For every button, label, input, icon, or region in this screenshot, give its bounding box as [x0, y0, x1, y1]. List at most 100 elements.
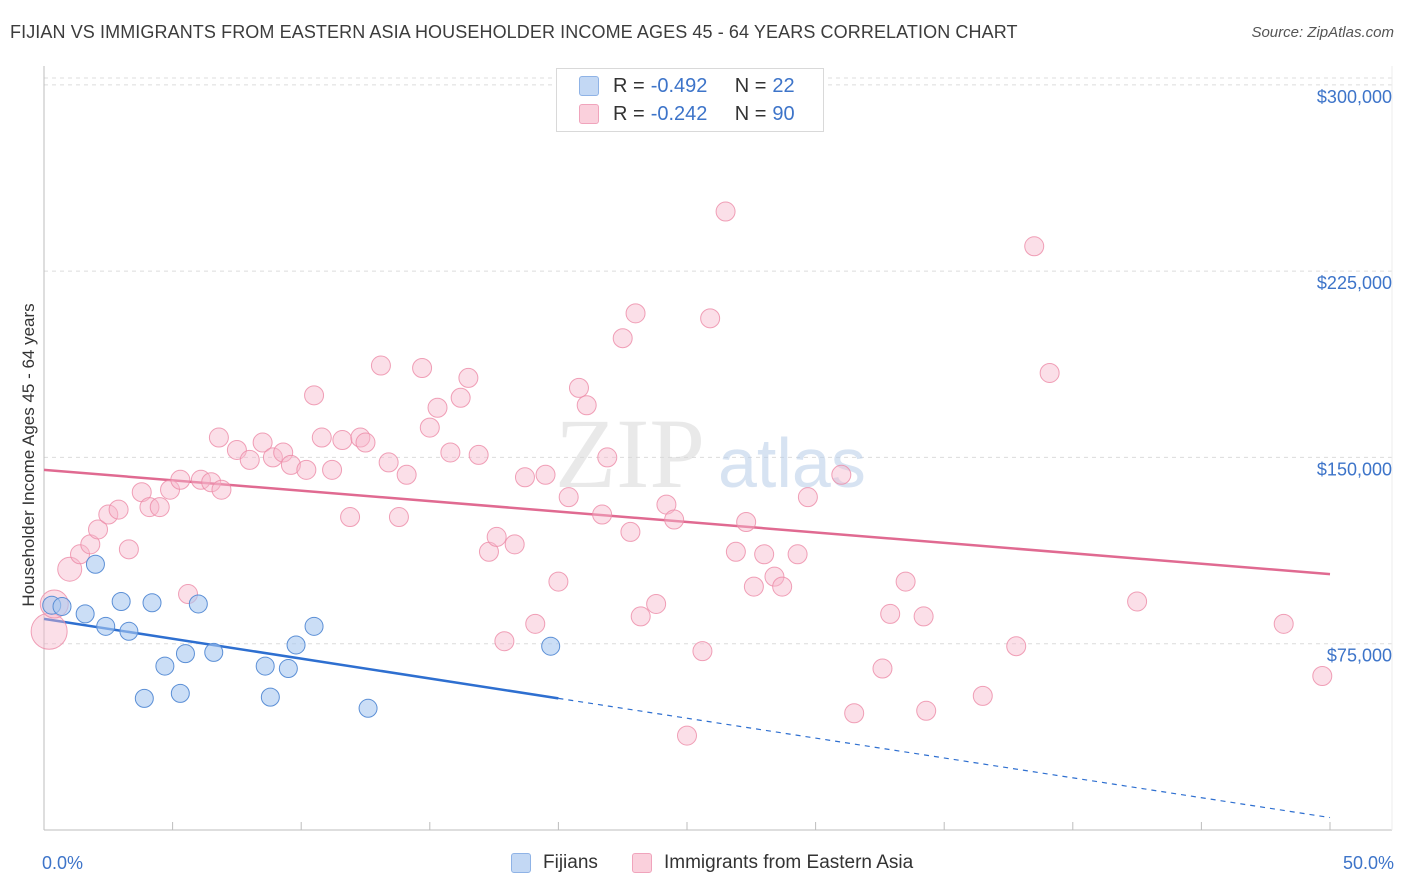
watermark: ZIP atlas — [555, 398, 866, 509]
immigrants-point — [262, 447, 283, 468]
immigrants-point — [139, 497, 160, 518]
immigrants-point — [700, 308, 721, 329]
immigrants-point — [388, 507, 409, 528]
immigrants-point — [396, 464, 417, 485]
y-tick-labels: $75,000 $150,000 $225,000 $300,000 — [1317, 87, 1392, 666]
immigrants-point — [620, 521, 641, 542]
immigrants-point — [252, 432, 273, 453]
fijians-swatch — [579, 76, 599, 96]
immigrants-point — [296, 459, 317, 480]
immigrants-point — [1024, 236, 1045, 257]
immigrants-point — [514, 467, 535, 488]
immigrants-point — [895, 571, 916, 592]
immigrants-point — [787, 544, 808, 565]
immigrants-point — [592, 504, 613, 525]
immigrants-point — [548, 571, 569, 592]
immigrants-point — [88, 519, 109, 540]
r-value: -0.242 — [650, 102, 708, 125]
immigrants-point — [201, 472, 222, 493]
legend-item-immigrants[interactable]: Immigrants from Eastern Asia — [632, 852, 913, 874]
fijians-point — [188, 594, 208, 614]
n-label: N = — [734, 102, 767, 125]
immigrants-point — [1312, 666, 1333, 686]
fijians-point — [255, 656, 275, 676]
legend-label-immigrants: Immigrants from Eastern Asia — [664, 852, 914, 873]
stats-legend-row-immigrants: R = -0.242 N = 90 — [579, 101, 795, 127]
immigrants-point — [468, 444, 489, 465]
immigrants-point — [625, 303, 646, 324]
x-axis-min-label: 0.0% — [42, 853, 84, 873]
n-value: 22 — [772, 74, 795, 97]
fijians-point — [260, 687, 280, 707]
n-label: N = — [734, 74, 767, 97]
fijians-point — [175, 644, 195, 664]
fijians-point — [85, 554, 105, 574]
immigrants-point — [427, 397, 448, 418]
immigrants-point — [797, 487, 818, 508]
immigrants-point — [568, 377, 589, 398]
immigrants-point — [311, 427, 332, 448]
x-axis-max-label: 50.0% — [1342, 853, 1394, 873]
series-legend: Fijians Immigrants from Eastern Asia — [0, 852, 1406, 878]
immigrants-point — [30, 612, 68, 650]
y-tick-label: $75,000 — [1327, 646, 1392, 666]
immigrants-point — [239, 449, 260, 470]
immigrants-point — [504, 534, 525, 555]
immigrants-swatch — [579, 104, 599, 124]
immigrants-point — [880, 603, 901, 624]
immigrants-point — [118, 539, 139, 560]
immigrants-point — [419, 417, 440, 438]
immigrants-point — [1006, 636, 1027, 657]
fijians-point — [52, 596, 72, 616]
immigrants-point — [340, 507, 361, 528]
stats-legend: R = -0.492 N = 22 R = -0.242 N = 90 — [556, 68, 824, 132]
fijians-point — [204, 642, 224, 662]
fijians-legend-swatch — [511, 853, 531, 873]
immigrants-point — [525, 613, 546, 634]
immigrants-point — [332, 430, 353, 451]
legend-item-fijians[interactable]: Fijians — [511, 852, 598, 874]
fijians-point — [541, 636, 561, 656]
immigrants-point — [597, 447, 618, 468]
r-label: R = — [613, 102, 645, 125]
n-value: 90 — [772, 102, 795, 125]
immigrants-point — [872, 658, 893, 679]
fijians-point — [170, 683, 190, 703]
fijians-point — [304, 616, 324, 636]
immigrants-point — [378, 452, 399, 473]
immigrants-point — [1039, 362, 1060, 383]
fijians-point — [134, 688, 154, 708]
immigrants-point — [370, 355, 391, 376]
immigrants-point — [692, 641, 713, 662]
immigrants-point — [772, 576, 793, 597]
immigrants-point — [630, 606, 651, 627]
grid — [44, 77, 1392, 645]
immigrants-legend-swatch — [632, 853, 652, 873]
immigrants-point — [208, 427, 229, 448]
immigrants-point — [664, 509, 685, 530]
immigrants-point — [1273, 613, 1294, 634]
immigrants-point — [280, 454, 301, 475]
y-tick-label: $300,000 — [1317, 87, 1392, 107]
immigrants-point — [1127, 591, 1148, 612]
fijians-point — [155, 656, 175, 676]
immigrants-point — [612, 328, 633, 349]
immigrants-point — [913, 606, 934, 627]
immigrants-point — [149, 497, 170, 518]
immigrants-point — [273, 442, 294, 463]
y-tick-label: $225,000 — [1317, 273, 1392, 293]
fijians-trend-extension — [558, 697, 1331, 819]
watermark-atlas: atlas — [718, 424, 866, 502]
immigrants-point — [458, 367, 479, 388]
source-credit: Source: ZipAtlas.com — [1251, 24, 1394, 41]
stats-legend-row-fijians: R = -0.492 N = 22 — [579, 73, 795, 99]
immigrants-point — [211, 479, 232, 500]
immigrants-point — [743, 576, 764, 597]
immigrants-point — [677, 725, 697, 746]
immigrants-point — [844, 703, 865, 724]
immigrants-point — [304, 385, 325, 406]
immigrants-trend-line — [43, 468, 1331, 576]
fijians-point — [278, 659, 298, 679]
immigrants-point — [972, 685, 993, 706]
fijians-point — [142, 593, 162, 613]
